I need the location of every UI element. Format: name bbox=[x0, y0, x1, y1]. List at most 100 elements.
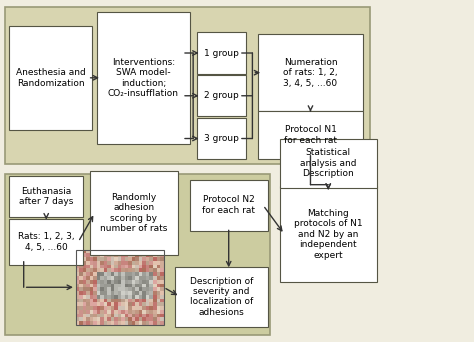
FancyBboxPatch shape bbox=[156, 265, 160, 268]
FancyBboxPatch shape bbox=[125, 261, 128, 265]
FancyBboxPatch shape bbox=[118, 310, 121, 314]
FancyBboxPatch shape bbox=[83, 306, 86, 310]
FancyBboxPatch shape bbox=[79, 276, 83, 280]
FancyBboxPatch shape bbox=[160, 276, 164, 280]
FancyBboxPatch shape bbox=[79, 310, 83, 314]
FancyBboxPatch shape bbox=[160, 299, 164, 302]
FancyBboxPatch shape bbox=[79, 268, 83, 272]
FancyBboxPatch shape bbox=[136, 272, 139, 276]
FancyBboxPatch shape bbox=[149, 317, 153, 321]
FancyBboxPatch shape bbox=[125, 287, 128, 291]
FancyBboxPatch shape bbox=[104, 291, 108, 295]
FancyBboxPatch shape bbox=[146, 284, 149, 287]
FancyBboxPatch shape bbox=[139, 321, 143, 325]
FancyBboxPatch shape bbox=[111, 295, 114, 299]
FancyBboxPatch shape bbox=[139, 250, 143, 253]
FancyBboxPatch shape bbox=[128, 321, 132, 325]
FancyBboxPatch shape bbox=[108, 280, 111, 284]
FancyBboxPatch shape bbox=[125, 268, 128, 272]
FancyBboxPatch shape bbox=[93, 306, 97, 310]
FancyBboxPatch shape bbox=[108, 261, 111, 265]
FancyBboxPatch shape bbox=[143, 268, 146, 272]
FancyBboxPatch shape bbox=[86, 284, 90, 287]
FancyBboxPatch shape bbox=[100, 314, 104, 317]
Text: Statistical
analysis and
Description: Statistical analysis and Description bbox=[300, 148, 356, 178]
Text: Numeration
of rats: 1, 2,
3, 4, 5, ...60: Numeration of rats: 1, 2, 3, 4, 5, ...60 bbox=[283, 58, 338, 88]
FancyBboxPatch shape bbox=[132, 302, 136, 306]
FancyBboxPatch shape bbox=[108, 284, 111, 287]
FancyBboxPatch shape bbox=[125, 280, 128, 284]
FancyBboxPatch shape bbox=[149, 261, 153, 265]
FancyBboxPatch shape bbox=[197, 118, 246, 159]
FancyBboxPatch shape bbox=[114, 317, 118, 321]
FancyBboxPatch shape bbox=[128, 295, 132, 299]
FancyBboxPatch shape bbox=[79, 253, 83, 257]
FancyBboxPatch shape bbox=[114, 253, 118, 257]
FancyBboxPatch shape bbox=[160, 284, 164, 287]
FancyBboxPatch shape bbox=[104, 299, 108, 302]
FancyBboxPatch shape bbox=[136, 261, 139, 265]
FancyBboxPatch shape bbox=[118, 280, 121, 284]
FancyBboxPatch shape bbox=[83, 287, 86, 291]
FancyBboxPatch shape bbox=[128, 261, 132, 265]
FancyBboxPatch shape bbox=[114, 250, 118, 253]
FancyBboxPatch shape bbox=[104, 284, 108, 287]
FancyBboxPatch shape bbox=[111, 250, 114, 253]
FancyBboxPatch shape bbox=[100, 272, 104, 276]
FancyBboxPatch shape bbox=[9, 219, 83, 265]
FancyBboxPatch shape bbox=[111, 314, 114, 317]
FancyBboxPatch shape bbox=[86, 321, 90, 325]
FancyBboxPatch shape bbox=[76, 317, 79, 321]
FancyBboxPatch shape bbox=[149, 321, 153, 325]
FancyBboxPatch shape bbox=[149, 280, 153, 284]
FancyBboxPatch shape bbox=[114, 310, 118, 314]
FancyBboxPatch shape bbox=[128, 314, 132, 317]
FancyBboxPatch shape bbox=[83, 250, 86, 253]
FancyBboxPatch shape bbox=[111, 280, 114, 284]
FancyBboxPatch shape bbox=[104, 295, 108, 299]
FancyBboxPatch shape bbox=[97, 250, 100, 253]
FancyBboxPatch shape bbox=[121, 306, 125, 310]
FancyBboxPatch shape bbox=[104, 268, 108, 272]
FancyBboxPatch shape bbox=[128, 306, 132, 310]
FancyBboxPatch shape bbox=[79, 299, 83, 302]
Text: Protocol N1
for each rat: Protocol N1 for each rat bbox=[284, 126, 337, 145]
FancyBboxPatch shape bbox=[111, 291, 114, 295]
FancyBboxPatch shape bbox=[114, 284, 118, 287]
FancyBboxPatch shape bbox=[93, 272, 97, 276]
FancyBboxPatch shape bbox=[114, 276, 118, 280]
FancyBboxPatch shape bbox=[143, 261, 146, 265]
FancyBboxPatch shape bbox=[149, 302, 153, 306]
FancyBboxPatch shape bbox=[160, 268, 164, 272]
FancyBboxPatch shape bbox=[100, 295, 104, 299]
FancyBboxPatch shape bbox=[97, 317, 100, 321]
FancyBboxPatch shape bbox=[128, 299, 132, 302]
FancyBboxPatch shape bbox=[143, 272, 146, 276]
FancyBboxPatch shape bbox=[149, 287, 153, 291]
FancyBboxPatch shape bbox=[136, 314, 139, 317]
FancyBboxPatch shape bbox=[86, 253, 90, 257]
FancyBboxPatch shape bbox=[128, 257, 132, 261]
FancyBboxPatch shape bbox=[121, 257, 125, 261]
FancyBboxPatch shape bbox=[111, 299, 114, 302]
FancyBboxPatch shape bbox=[100, 321, 104, 325]
FancyBboxPatch shape bbox=[118, 287, 121, 291]
Text: Protocol N2
for each rat: Protocol N2 for each rat bbox=[202, 196, 255, 215]
FancyBboxPatch shape bbox=[79, 284, 83, 287]
FancyBboxPatch shape bbox=[149, 257, 153, 261]
FancyBboxPatch shape bbox=[118, 272, 121, 276]
FancyBboxPatch shape bbox=[90, 261, 93, 265]
FancyBboxPatch shape bbox=[93, 253, 97, 257]
FancyBboxPatch shape bbox=[149, 310, 153, 314]
FancyBboxPatch shape bbox=[156, 284, 160, 287]
FancyBboxPatch shape bbox=[153, 284, 156, 287]
FancyBboxPatch shape bbox=[153, 287, 156, 291]
FancyBboxPatch shape bbox=[79, 250, 83, 253]
FancyBboxPatch shape bbox=[149, 295, 153, 299]
FancyBboxPatch shape bbox=[118, 268, 121, 272]
FancyBboxPatch shape bbox=[118, 253, 121, 257]
FancyBboxPatch shape bbox=[108, 314, 111, 317]
FancyBboxPatch shape bbox=[90, 171, 178, 255]
FancyBboxPatch shape bbox=[149, 250, 153, 253]
FancyBboxPatch shape bbox=[121, 299, 125, 302]
